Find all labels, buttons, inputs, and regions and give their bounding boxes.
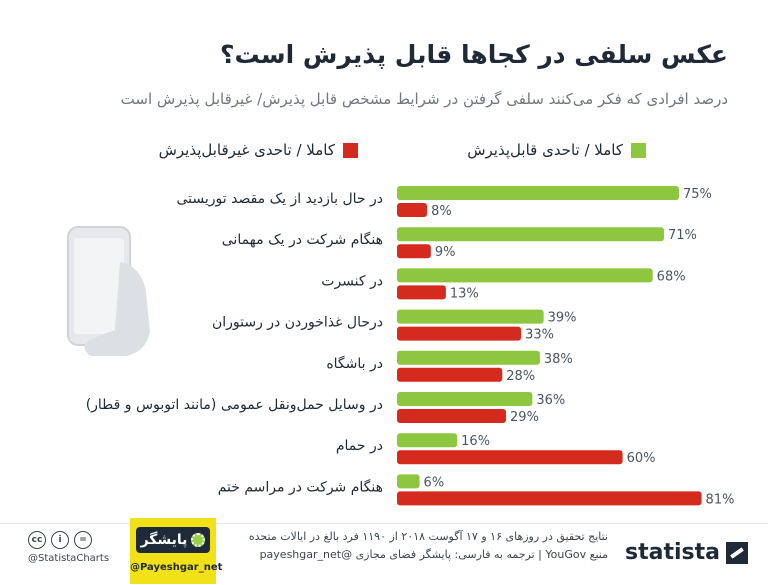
data-label: 36% bbox=[536, 393, 565, 408]
source-line-2: منبع YouGov | ترجمه به فارسی: پایشگر فضا… bbox=[259, 548, 608, 561]
bar-acceptable bbox=[397, 309, 544, 324]
source-line-1: نتایج تحقیق در روزهای ۱۶ و ۱۷ آگوست ۲۰۱۸… bbox=[248, 530, 608, 543]
data-label: 8% bbox=[431, 204, 452, 219]
statista-logo: statista bbox=[625, 540, 748, 565]
data-label: 6% bbox=[424, 475, 445, 490]
chart-title: عکس سلفی در کجاها قابل پذیرش است؟ bbox=[220, 40, 728, 69]
data-label: 33% bbox=[525, 328, 554, 343]
data-label: 68% bbox=[657, 269, 686, 284]
category-label: در حال بازدید از یک مقصد توریستی bbox=[176, 191, 383, 207]
data-label: 71% bbox=[668, 228, 697, 243]
legend-label-unacceptable: کاملا / تاحدی غیرقابل‌پذیرش bbox=[158, 141, 335, 159]
category-label: هنگام شرکت در یک مهمانی bbox=[222, 231, 383, 248]
category-label: درحال غذاخوردن در رستوران bbox=[212, 315, 383, 331]
statista-charts-handle: @StatistaCharts bbox=[28, 553, 110, 564]
data-label: 75% bbox=[683, 187, 712, 202]
no-derivatives-icon: = bbox=[74, 531, 92, 549]
legend-swatch-acceptable bbox=[631, 142, 646, 158]
payeshgar-logo: پایشگر @Payeshgar_net bbox=[130, 518, 223, 584]
statista-wordmark: statista bbox=[625, 540, 720, 565]
cc-icon: cc bbox=[28, 531, 46, 549]
data-label: 60% bbox=[627, 451, 656, 466]
bar-unacceptable bbox=[397, 326, 522, 341]
bar-acceptable bbox=[397, 268, 653, 283]
category-label: در کنسرت bbox=[321, 273, 383, 289]
statista-logo-icon bbox=[725, 541, 748, 564]
data-label: 29% bbox=[510, 410, 539, 425]
legend-label-acceptable: کاملا / تاحدی قابل‌پذیرش bbox=[467, 141, 623, 159]
bar-unacceptable bbox=[397, 367, 503, 382]
data-label: 13% bbox=[450, 286, 479, 301]
data-label: 16% bbox=[461, 434, 490, 449]
bar-acceptable bbox=[397, 350, 540, 365]
chart-subtitle: درصد افرادی که فکر می‌کنند سلفی گرفتن در… bbox=[120, 90, 728, 108]
data-label: 9% bbox=[435, 245, 456, 260]
category-label: در حمام bbox=[336, 438, 383, 454]
bar-acceptable bbox=[397, 392, 533, 406]
data-label: 38% bbox=[544, 352, 573, 367]
category-label: در باشگاه bbox=[326, 355, 383, 372]
payeshgar-badge: پایشگر bbox=[136, 527, 210, 553]
data-label: 39% bbox=[548, 311, 577, 326]
payeshgar-name: پایشگر bbox=[140, 532, 188, 548]
legend-acceptable: کاملا / تاحدی قابل‌پذیرش bbox=[467, 140, 646, 160]
bar-acceptable bbox=[397, 227, 664, 242]
bar-unacceptable bbox=[397, 285, 446, 300]
data-label: 81% bbox=[706, 492, 735, 507]
category-label: هنگام شرکت در مراسم ختم bbox=[218, 478, 383, 495]
source-note: نتایج تحقیق در روزهای ۱۶ و ۱۷ آگوست ۲۰۱۸… bbox=[249, 528, 608, 564]
legend-swatch-unacceptable bbox=[343, 142, 358, 158]
bar-unacceptable bbox=[397, 491, 702, 506]
category-label: در وسایل حمل‌ونقل عمومی (مانند اتوبوس و … bbox=[86, 397, 383, 413]
bar-acceptable bbox=[397, 474, 420, 489]
attribution-icon: i bbox=[51, 531, 69, 549]
bar-unacceptable bbox=[397, 244, 431, 259]
bar-unacceptable bbox=[397, 450, 623, 465]
payeshgar-handle: @Payeshgar_net bbox=[130, 562, 223, 573]
footer-divider bbox=[0, 523, 768, 524]
bar-unacceptable bbox=[397, 203, 428, 217]
license-icons: cc i = bbox=[28, 531, 92, 549]
bar-acceptable bbox=[397, 186, 679, 200]
legend-unacceptable: کاملا / تاحدی غیرقابل‌پذیرش bbox=[159, 140, 358, 160]
bar-unacceptable bbox=[397, 409, 507, 423]
phone-hand-icon bbox=[67, 226, 150, 356]
gear-icon bbox=[191, 533, 206, 547]
bar-acceptable bbox=[397, 433, 458, 448]
data-label: 28% bbox=[506, 369, 535, 384]
